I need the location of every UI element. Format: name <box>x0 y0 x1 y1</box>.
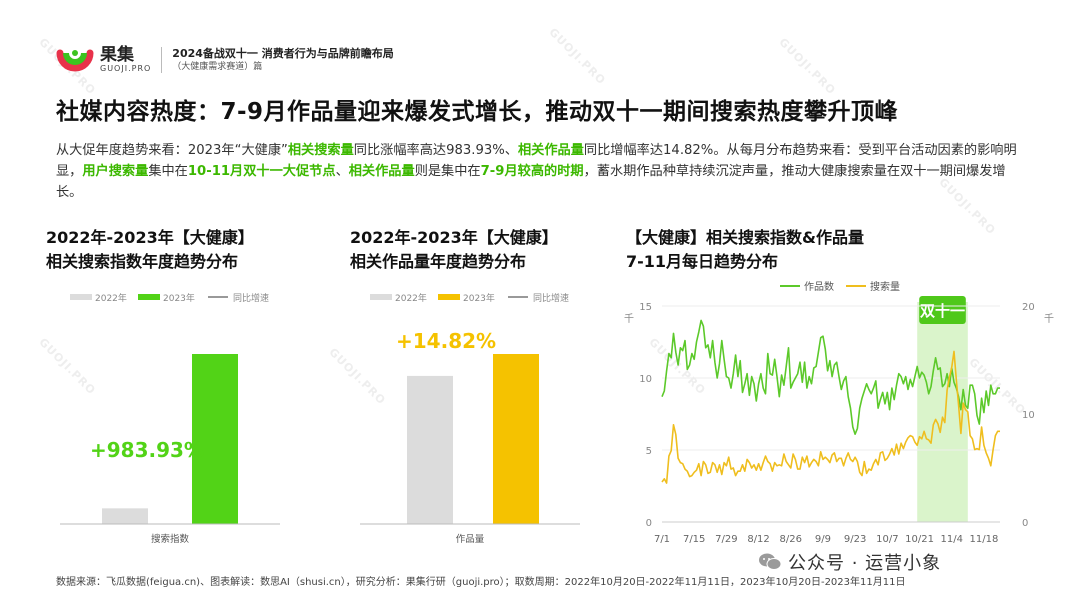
legend-swatch <box>438 294 460 300</box>
summary-text: 集中在 <box>148 164 188 179</box>
legend-label: 同比增速 <box>533 292 569 304</box>
summary-highlight: 10-11月双十一大促节点 <box>187 164 336 179</box>
x-tick-label: 10/7 <box>876 534 898 545</box>
page-title: 社媒内容热度：7-9月作品量迎来爆发式增长，推动双十一期间搜索热度攀升顶峰 <box>56 99 899 125</box>
summary-text: 同比增幅率达14.82%。从每月分布趋势来看：受到平台活动因素的影响明显， <box>56 143 1017 179</box>
summary-text: 则是集中在 <box>414 164 481 179</box>
y-right-tick: 20 <box>1022 302 1035 313</box>
legend-label: 2023年 <box>163 292 195 304</box>
report-subtitle: （大健康需求赛道）篇 <box>172 62 263 72</box>
legend-label: 作品数 <box>804 280 834 293</box>
series-works-line <box>661 319 1000 435</box>
summary-highlight: 相关搜索量 <box>287 143 354 158</box>
watermark: GUOJI.PRO <box>546 25 609 88</box>
x-tick-label: 作品量 <box>456 533 485 545</box>
x-tick-label: 11/18 <box>969 534 998 545</box>
x-tick-label: 8/26 <box>780 534 802 545</box>
x-tick-label: 搜索指数 <box>151 533 190 545</box>
summary-highlight: 相关作品量 <box>517 143 584 158</box>
summary-highlight: 7-9月较高的时期 <box>480 164 584 179</box>
legend-swatch <box>370 294 392 300</box>
summary-highlight: 相关作品量 <box>348 164 415 179</box>
legend-label: 搜索量 <box>870 280 900 293</box>
chart3-title-line2: 7-11月每日趋势分布 <box>626 252 779 271</box>
y-right-unit: 千 <box>1044 313 1054 325</box>
summary-text: ，蓄水期作品种草持续沉淀声量，推动大健康搜索量在双十一期间爆发增长。 <box>56 164 1006 200</box>
bar-2023 <box>493 354 539 524</box>
y-left-unit: 千 <box>624 313 634 325</box>
legend-swatch <box>208 296 228 298</box>
daily-trend-line-chart: 双十一 0 5 10 15 0 10 20 千 千 7/1 7/15 7/29 8/12 8/26 9/9 9/… <box>624 280 1054 545</box>
series-search-line <box>661 350 1000 484</box>
chart2-title-line1: 2022年-2023年【大健康】 <box>350 228 558 247</box>
summary-text: 同比涨幅率高达983.93%、 <box>353 143 518 158</box>
x-tick-label: 9/23 <box>844 534 866 545</box>
y-left-tick: 0 <box>646 518 652 529</box>
legend-label: 2023年 <box>463 292 495 304</box>
y-right-tick: 0 <box>1022 518 1028 529</box>
double11-band <box>917 302 968 522</box>
legend-label: 2022年 <box>395 292 427 304</box>
x-tick-label: 7/15 <box>683 534 705 545</box>
chart1-title-line2: 相关搜索指数年度趋势分布 <box>46 252 239 271</box>
growth-annotation: +14.82% <box>396 329 496 353</box>
legend-swatch <box>138 294 160 300</box>
report-header: 果集 GUOJI.PRO 2024备战双十一 消费者行为与品牌前瞻布局 （大健康… <box>56 40 394 80</box>
chart3-title-line1: 【大健康】相关搜索指数&作品量 <box>626 228 864 247</box>
y-left-tick: 15 <box>639 302 652 313</box>
chart1-title-line1: 2022年-2023年【大健康】 <box>46 228 254 247</box>
legend-label: 2022年 <box>95 292 127 304</box>
data-source-note: 数据来源：飞瓜数据(feigua.cn)、图表解读：数思AI（shusi.cn）… <box>56 577 906 588</box>
header-divider <box>161 47 163 73</box>
summary-text: 、 <box>335 164 349 179</box>
wechat-account: 公众号 · 运营小象 <box>758 549 941 575</box>
double11-badge <box>919 296 966 324</box>
wechat-icon <box>759 553 782 570</box>
brand-name: 果集 <box>100 45 134 65</box>
x-tick-label: 8/12 <box>747 534 769 545</box>
watermark: GUOJI.PRO <box>776 35 839 98</box>
x-tick-label: 7/1 <box>654 534 670 545</box>
legend-swatch <box>70 294 92 300</box>
bar-2022 <box>407 375 453 524</box>
summary-text: 从大促年度趋势来看：2023年“大健康” <box>56 143 288 158</box>
guoji-logo-icon <box>56 49 94 72</box>
brand-domain: GUOJI.PRO <box>100 64 152 73</box>
wechat-account-name: 公众号 · 运营小象 <box>788 553 942 574</box>
double11-label: 双十一 <box>920 302 965 320</box>
y-left-tick: 10 <box>639 374 652 385</box>
x-tick-label: 7/29 <box>715 534 737 545</box>
bar-2022 <box>102 508 148 524</box>
x-tick-label: 10/21 <box>905 534 934 545</box>
report-title: 2024备战双十一 消费者行为与品牌前瞻布局 <box>172 47 394 60</box>
chart2-title-line2: 相关作品量年度趋势分布 <box>350 252 527 271</box>
chart2-title: 2022年-2023年【大健康】 相关作品量年度趋势分布 <box>350 226 558 274</box>
chart3-title: 【大健康】相关搜索指数&作品量 7-11月每日趋势分布 <box>626 226 864 274</box>
y-left-tick: 5 <box>646 446 652 457</box>
legend-label: 同比增速 <box>233 292 269 304</box>
summary-highlight: 用户搜索量 <box>82 164 149 179</box>
chart1-title: 2022年-2023年【大健康】 相关搜索指数年度趋势分布 <box>46 226 254 274</box>
summary-paragraph: 从大促年度趋势来看：2023年“大健康”相关搜索量同比涨幅率高达983.93%、… <box>56 140 1026 203</box>
bar-2023 <box>192 354 238 524</box>
x-tick-label: 11/4 <box>940 534 962 545</box>
growth-annotation: +983.93% <box>90 438 204 462</box>
x-tick-label: 9/9 <box>815 534 831 545</box>
y-right-tick: 10 <box>1022 410 1035 421</box>
legend-swatch <box>508 296 528 298</box>
